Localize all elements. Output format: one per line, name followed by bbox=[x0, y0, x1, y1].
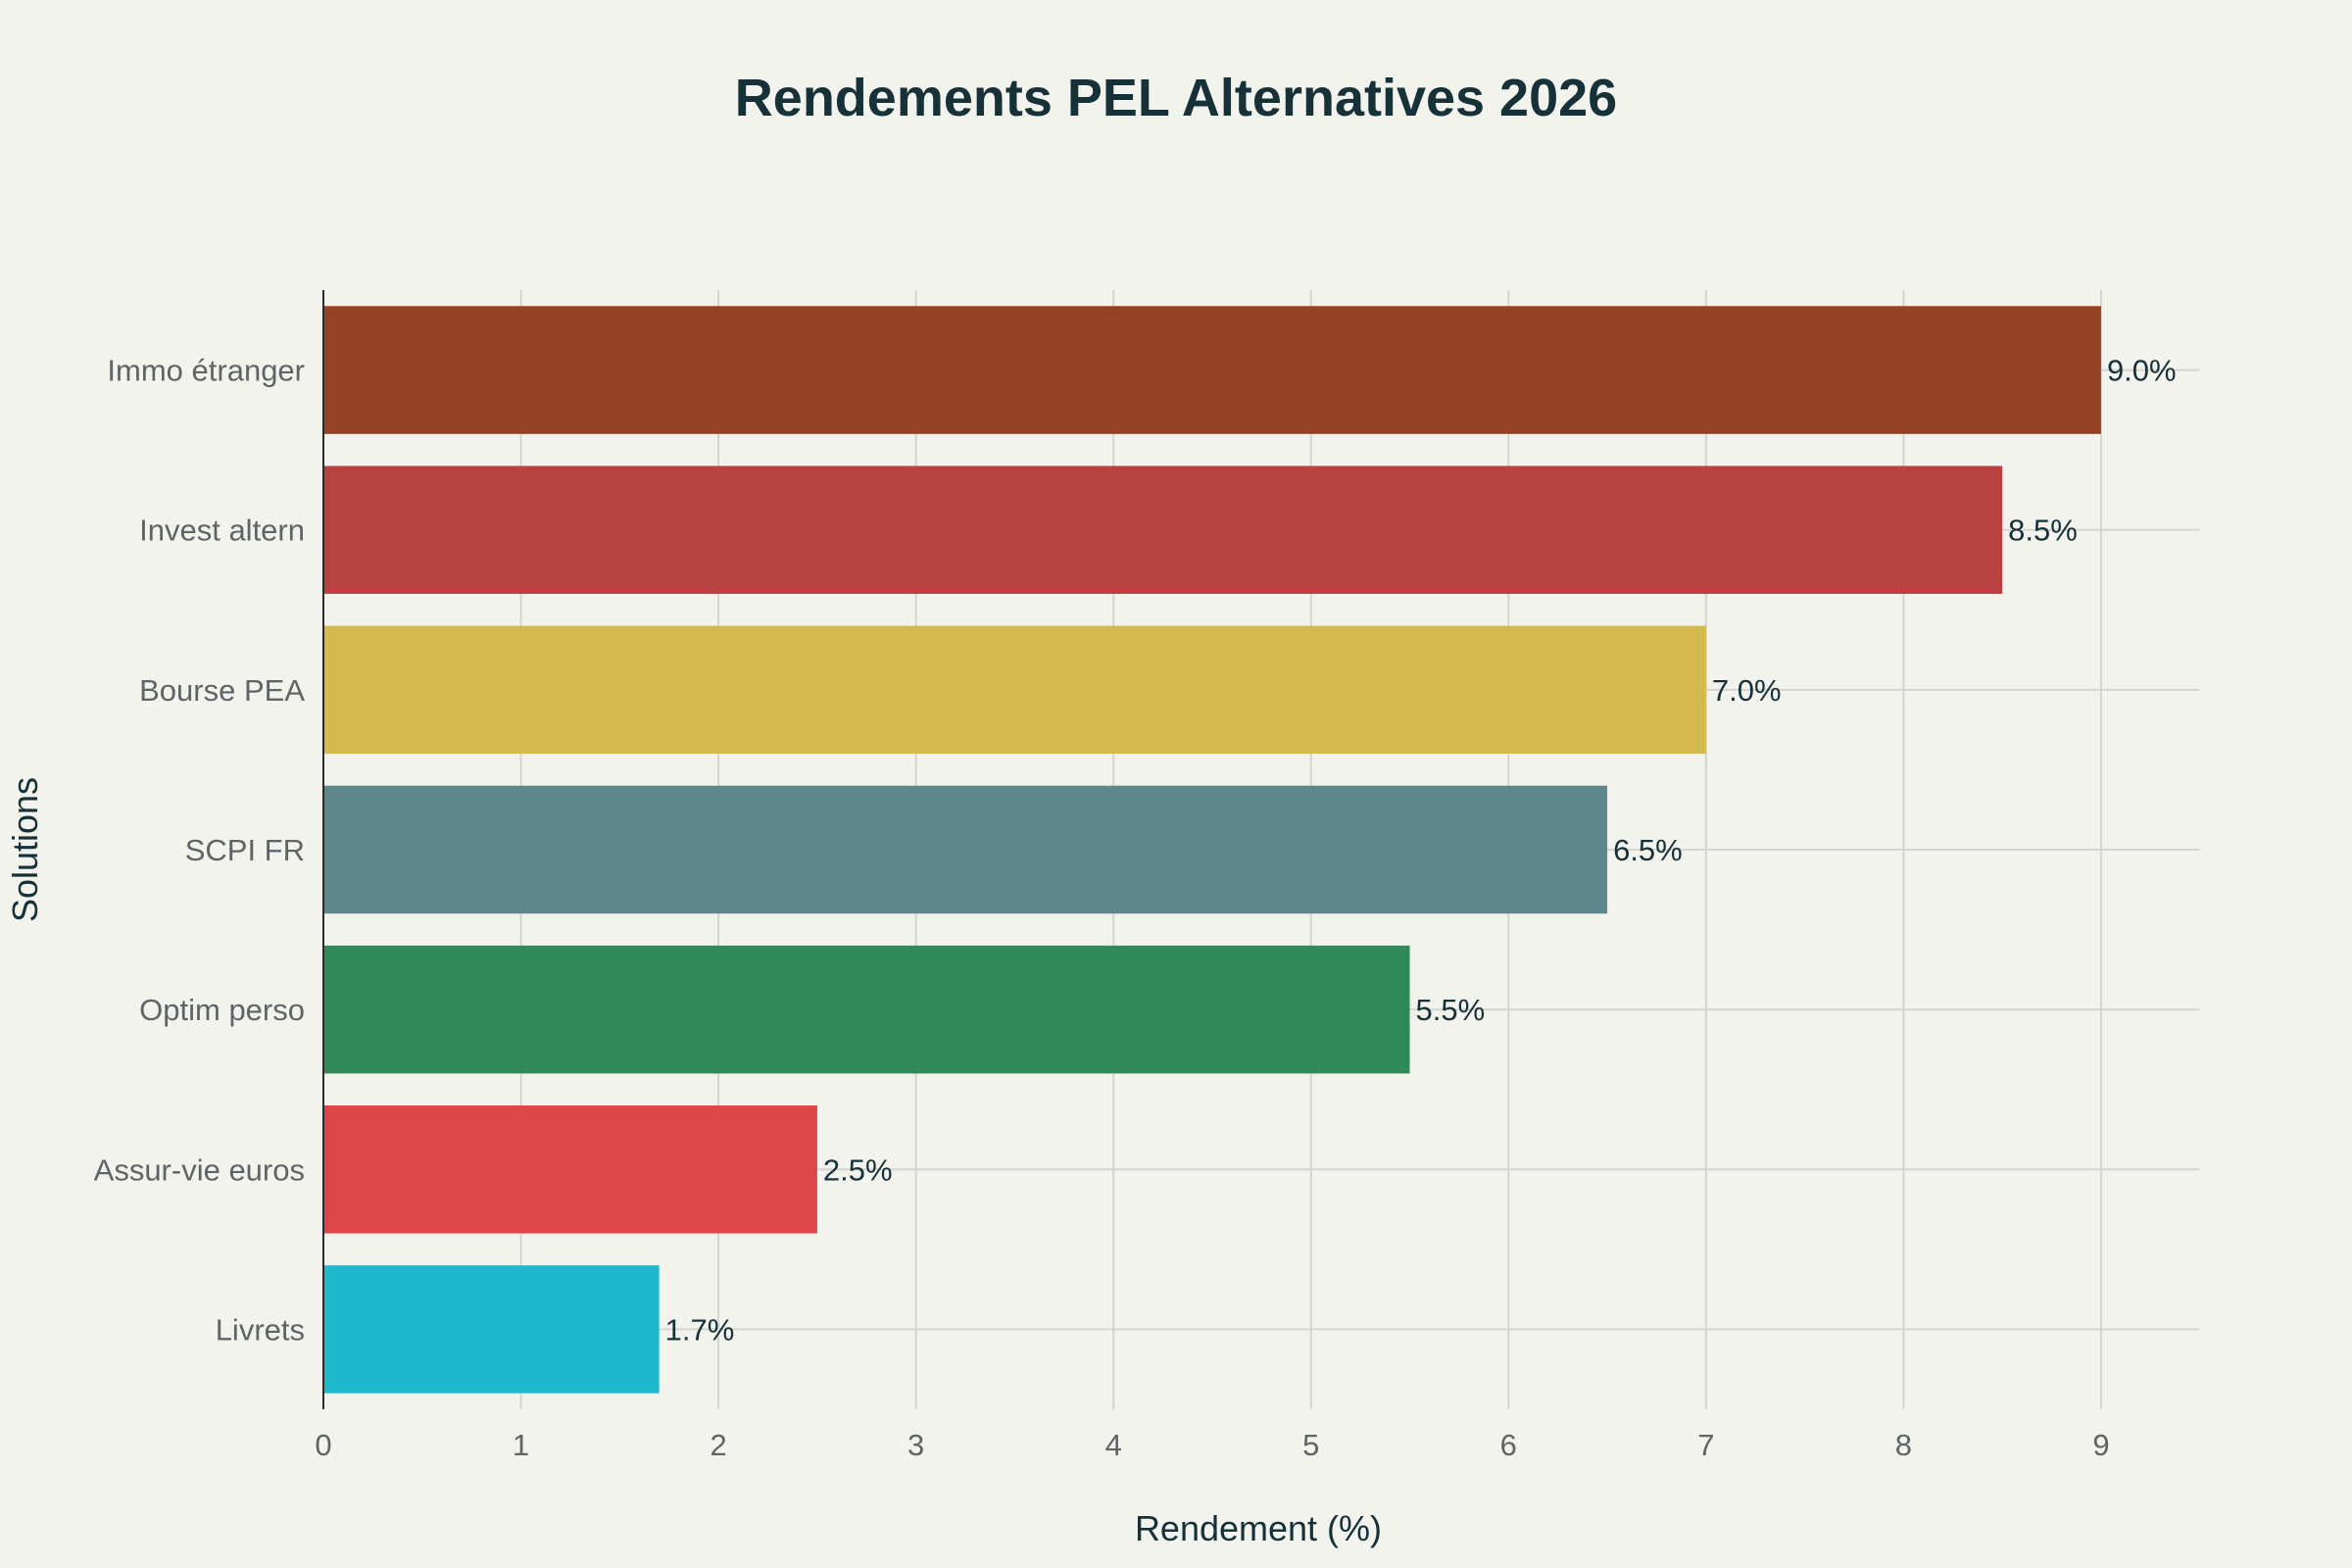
x-tick-label: 0 bbox=[315, 1428, 331, 1462]
data-label: 2.5% bbox=[823, 1152, 893, 1187]
data-label: 6.5% bbox=[1613, 833, 1683, 867]
x-tick-label: 1 bbox=[513, 1428, 529, 1462]
bar bbox=[323, 1265, 660, 1394]
bar bbox=[323, 1105, 817, 1234]
x-tick-label: 9 bbox=[2092, 1428, 2109, 1462]
data-label: 1.7% bbox=[665, 1312, 735, 1347]
category-label: Invest altern bbox=[139, 514, 305, 548]
x-tick-label: 8 bbox=[1895, 1428, 1912, 1462]
bars bbox=[323, 306, 2101, 1394]
y-axis-title: Solutions bbox=[5, 777, 45, 922]
x-tick-label: 7 bbox=[1697, 1428, 1714, 1462]
data-label: 7.0% bbox=[1712, 673, 1782, 708]
y-axis-categories: Immo étranger Invest altern Bourse PEA SCPI… bbox=[94, 354, 306, 1348]
x-axis-title: Rendement (%) bbox=[1135, 1508, 1382, 1548]
x-tick-label: 5 bbox=[1302, 1428, 1319, 1462]
data-label: 9.0% bbox=[2107, 354, 2177, 388]
category-label: Immo étranger bbox=[107, 354, 305, 388]
x-tick-label: 2 bbox=[710, 1428, 726, 1462]
category-label: Assur-vie euros bbox=[94, 1152, 305, 1187]
x-tick-label: 6 bbox=[1500, 1428, 1517, 1462]
bar bbox=[323, 466, 2003, 594]
category-label: Bourse PEA bbox=[139, 673, 305, 708]
category-label: Optim perso bbox=[139, 993, 305, 1027]
bar bbox=[323, 945, 1410, 1074]
data-label: 8.5% bbox=[2008, 514, 2078, 548]
data-label: 5.5% bbox=[1416, 993, 1486, 1027]
chart-title: Rendements PEL Alternatives 2026 bbox=[735, 69, 1617, 127]
x-axis-ticks: 0 1 2 3 4 5 6 7 8 9 bbox=[315, 1428, 2109, 1462]
x-tick-label: 4 bbox=[1105, 1428, 1122, 1462]
category-label: Livrets bbox=[216, 1312, 305, 1347]
bar bbox=[323, 306, 2101, 434]
category-label: SCPI FR bbox=[185, 833, 305, 867]
bar bbox=[323, 785, 1608, 914]
data-labels: 9.0% 8.5% 7.0% 6.5% 5.5% 2.5% 1.7% bbox=[665, 354, 2177, 1348]
bar bbox=[323, 625, 1706, 755]
x-tick-label: 3 bbox=[907, 1428, 924, 1462]
